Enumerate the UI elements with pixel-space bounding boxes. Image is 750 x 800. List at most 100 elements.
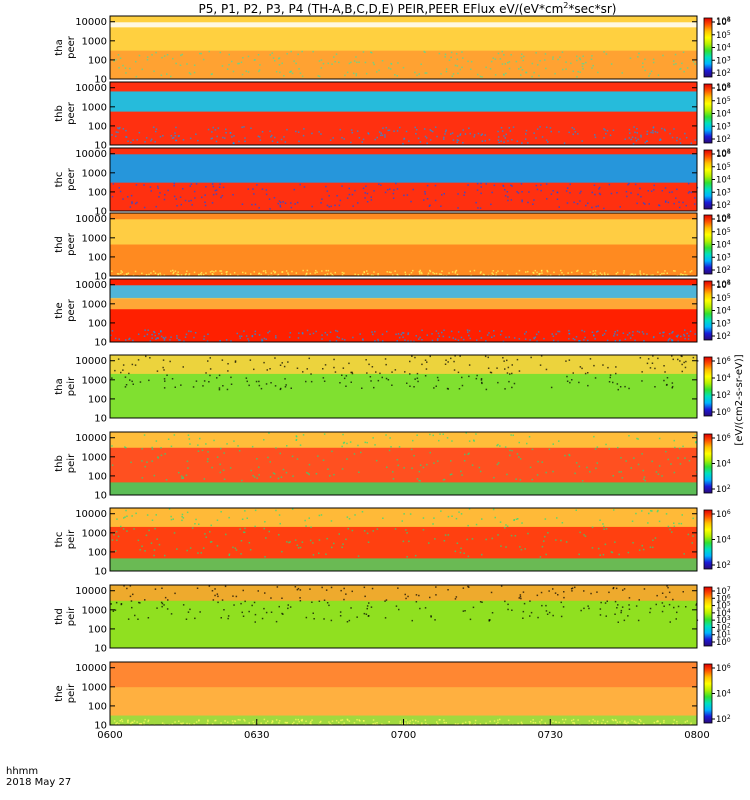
spectrogram-speckle <box>636 132 638 134</box>
spectrogram-speckle <box>467 524 469 527</box>
spectrogram-speckle <box>207 458 209 460</box>
spectrogram-speckle <box>639 270 641 272</box>
spectrogram-speckle <box>304 519 306 522</box>
spectrogram-speckle <box>632 143 635 145</box>
spectrogram-speckle <box>500 127 503 129</box>
spectrogram-speckle <box>537 460 539 463</box>
spectrogram-speckle <box>384 617 387 619</box>
spectrogram-speckle <box>352 336 354 339</box>
spectrogram-speckle <box>388 271 391 273</box>
spectrogram-speckle <box>404 593 406 596</box>
spectrogram-speckle <box>527 270 529 273</box>
spectrogram-speckle <box>177 271 179 273</box>
spectrogram-speckle <box>341 274 344 276</box>
spectrogram-speckle <box>535 52 537 54</box>
spectrogram-speckle <box>390 63 393 65</box>
spectrogram-speckle <box>405 597 407 600</box>
spectrogram-speckle <box>639 272 641 274</box>
spectrogram-speckle <box>374 340 376 342</box>
spectrogram-speckle <box>680 67 682 70</box>
spectrogram-speckle <box>685 360 687 363</box>
spectrogram-speckle <box>575 336 578 338</box>
spectrogram-speckle <box>666 272 668 274</box>
spectrogram-speckle <box>620 611 622 614</box>
spectrogram-speckle <box>529 466 532 469</box>
spectrogram-speckle <box>438 719 441 721</box>
spectrogram-speckle <box>644 141 647 144</box>
colorbar-tick-label: 104 <box>716 608 731 619</box>
spectrogram-speckle <box>673 202 675 205</box>
y-tick-label: 1000 <box>82 682 107 693</box>
spectrogram-speckle <box>180 384 182 386</box>
spectrogram-speckle <box>403 513 405 515</box>
spectrogram-speckle <box>578 57 581 59</box>
spectrogram-speckle <box>614 613 616 615</box>
spectrogram-speckle <box>257 590 259 592</box>
spectrogram-speckle <box>424 191 426 193</box>
spectrogram-speckle <box>136 139 138 141</box>
spectrogram-speckle <box>200 271 203 274</box>
spectrogram-speckle <box>587 339 589 342</box>
spectrogram-speckle <box>513 382 516 385</box>
y-label-species: peer <box>66 101 77 125</box>
spectrogram-speckle <box>646 140 648 142</box>
spectrogram-speckle <box>533 132 535 134</box>
spectrogram-speckle <box>258 207 260 209</box>
spectrogram-speckle <box>591 55 593 57</box>
spectrogram-speckle <box>443 721 446 724</box>
spectrogram-speckle <box>252 188 254 190</box>
spectrogram-speckle <box>170 613 173 615</box>
spectrogram-speckle <box>591 191 593 194</box>
spectrogram-speckle <box>216 545 219 547</box>
spectrogram-speckle <box>544 535 546 538</box>
spectrogram-speckle <box>381 60 384 62</box>
spectrogram-speckle <box>661 190 663 192</box>
spectrogram-speckle <box>606 130 609 132</box>
spectrogram-speckle <box>284 141 287 143</box>
spectrogram-speckle <box>254 203 257 206</box>
spectrogram-speckle <box>660 139 662 141</box>
spectrogram-speckle <box>159 135 162 138</box>
spectrogram-speckle <box>689 330 692 333</box>
spectrogram-speckle <box>565 541 568 543</box>
spectrogram-speckle <box>241 73 244 76</box>
spectrogram-speckle <box>394 270 396 272</box>
spectrogram-speckle <box>296 723 299 725</box>
spectrogram-speckle <box>504 446 507 448</box>
spectrogram-speckle <box>283 136 285 138</box>
spectrogram-speckle <box>278 57 281 59</box>
spectrogram-speckle <box>211 202 214 204</box>
spectrogram-speckle <box>398 336 401 339</box>
spectrogram-speckle <box>197 552 199 554</box>
spectrogram-speckle <box>361 141 363 143</box>
spectrogram-speckle <box>157 457 159 459</box>
spectrogram-speckle <box>233 135 235 137</box>
spectrogram-speckle <box>218 387 221 389</box>
spectrogram-speckle <box>494 74 497 76</box>
spectrogram-speckle <box>400 333 403 336</box>
spectrogram-speckle <box>286 721 289 724</box>
spectrogram-speckle <box>251 604 253 607</box>
spectrogram-speckle <box>661 475 663 477</box>
spectrogram-speckle <box>213 271 215 273</box>
spectrogram-speckle <box>494 516 496 519</box>
spectrogram-speckle <box>419 607 421 610</box>
spectrogram-speckle <box>663 721 665 724</box>
spectrogram-speckle <box>362 187 365 190</box>
spectrogram-speckle <box>134 202 137 205</box>
spectrogram-speckle <box>642 469 644 472</box>
spectrogram-speckle <box>647 522 649 524</box>
colorbar-tick-label: 102 <box>716 265 731 276</box>
spectrogram-speckle <box>560 539 562 542</box>
spectrogram-speckle <box>651 510 653 512</box>
spectrogram-speckle <box>609 134 612 137</box>
spectrogram-speckle <box>244 720 246 722</box>
spectrogram-speckle <box>652 58 655 61</box>
spectrogram-speckle <box>511 139 513 141</box>
spectrogram-speckle <box>579 71 581 73</box>
spectrogram-speckle <box>562 68 564 71</box>
spectrogram-speckle <box>401 723 404 725</box>
spectrogram-speckle <box>565 360 567 362</box>
